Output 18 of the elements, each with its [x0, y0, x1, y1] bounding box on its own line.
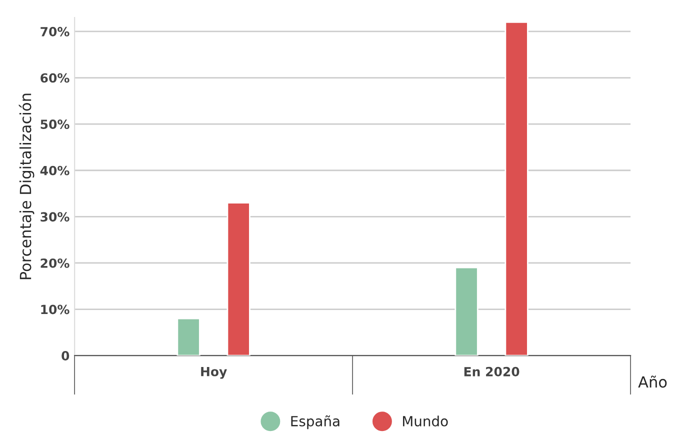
x-tick-label: En 2020 [464, 366, 520, 376]
bar [226, 202, 250, 356]
y-tick-label: 20% [40, 258, 70, 268]
bar [454, 266, 478, 356]
y-tick-label: 50% [40, 120, 70, 129]
legend-label: España [291, 415, 340, 430]
x-axis-title: Año [638, 376, 667, 388]
y-tick-label: 40% [40, 166, 70, 176]
y-tick-label: 60% [40, 73, 70, 83]
bar [504, 21, 528, 356]
bar [176, 318, 200, 356]
y-tick-label: 10% [41, 304, 70, 314]
x-tick-label: Hoy [201, 366, 227, 379]
y-tick-label: 0 [62, 351, 70, 361]
y-tick-label: 70% [40, 26, 70, 36]
legend-label: Mundo [403, 416, 448, 426]
y-tick-label: 30% [40, 212, 70, 222]
y-axis-title: Porcentaje Digitalización [18, 94, 34, 280]
